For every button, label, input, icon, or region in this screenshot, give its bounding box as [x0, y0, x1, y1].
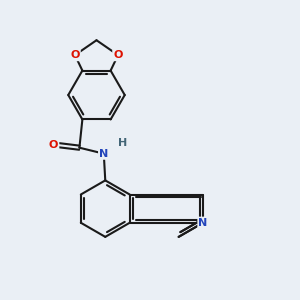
Text: N: N [199, 218, 208, 228]
Text: O: O [113, 50, 123, 60]
Text: H: H [118, 138, 127, 148]
Text: N: N [99, 148, 108, 159]
Text: O: O [49, 140, 58, 150]
Text: O: O [70, 50, 80, 60]
